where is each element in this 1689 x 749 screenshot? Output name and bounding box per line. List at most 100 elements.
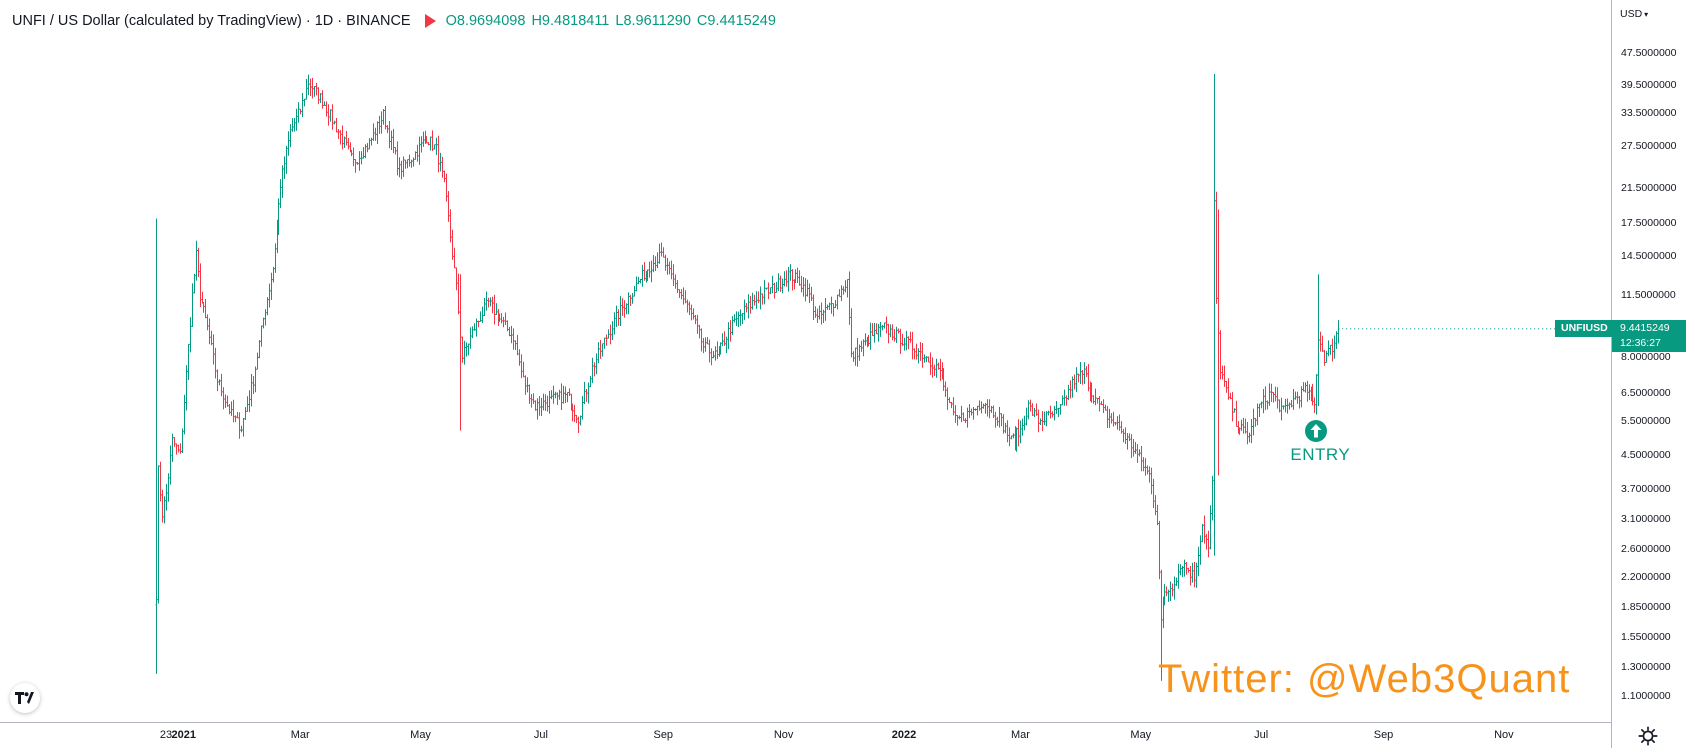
ohlc-bar: [216, 369, 219, 392]
price-tick-label: 1.5500000: [1621, 631, 1671, 644]
price-tick-label: 3.1000000: [1621, 512, 1671, 525]
price-chart[interactable]: [0, 0, 1611, 722]
ohlc-bar: [704, 337, 707, 352]
ohlc-bar: [1211, 475, 1214, 521]
ohlc-bar: [256, 352, 259, 370]
ohlc-bar: [1124, 427, 1127, 445]
ohlc-bar: [1185, 561, 1188, 575]
ohlc-bar: [185, 365, 188, 411]
ohlc-bar: [946, 387, 949, 410]
tradingview-logo-mark: [15, 692, 34, 704]
ohlc-bar: [1240, 419, 1243, 431]
entry-label: ENTRY: [1290, 444, 1351, 464]
ohlc-bar: [1167, 589, 1170, 602]
ohlc-bar: [923, 354, 926, 363]
ohlc-bar: [1264, 386, 1267, 411]
ohlc-bar: [1085, 366, 1088, 377]
time-axis[interactable]: 23 2021 Mar May Jul Sep Nov 2022 Mar May Jul Sep Nov: [0, 722, 1611, 749]
price-axis[interactable]: 1.1000000 1.3000000 1.5500000 1.8500000 2.20…: [1611, 0, 1689, 748]
ohlc-bar: [1092, 395, 1095, 404]
ohlc-bar: [1010, 435, 1013, 440]
ohlc-bar: [1112, 411, 1115, 427]
ohlc-bar: [341, 125, 344, 150]
ohlc-bar: [1337, 320, 1340, 344]
settings-gear-icon[interactable]: [1637, 725, 1659, 747]
ohlc-bar: [893, 329, 896, 342]
entry-arrow-icon: [1305, 419, 1328, 442]
currency-selector[interactable]: USD ▾: [1620, 8, 1648, 20]
ohlc-bar: [944, 381, 947, 397]
ohlc-bar: [787, 266, 790, 292]
ohlc-bar: [1154, 495, 1157, 516]
ohlc-bar: [1254, 417, 1257, 427]
ohlc-bar: [1065, 395, 1068, 406]
ohlc-bar: [652, 255, 655, 273]
ohlc-bar: [285, 145, 288, 174]
ohlc-bar: [416, 144, 419, 162]
ohlc-bar: [798, 270, 801, 286]
ohlc-bar: [761, 293, 764, 305]
ohlc-bar: [1306, 380, 1309, 402]
ohlc-bar: [1061, 395, 1064, 406]
ohlc-bar: [1201, 523, 1204, 543]
tradingview-logo-icon[interactable]: [10, 683, 40, 713]
ohlc-bar: [599, 339, 602, 359]
ohlc-bar: [536, 398, 539, 420]
ohlc-bar: [789, 264, 792, 281]
ohlc-bar: [1004, 422, 1007, 434]
ohlc-bar: [1325, 350, 1328, 363]
last-price-value: 9.4415249: [1620, 321, 1670, 334]
ohlc-bar: [317, 87, 320, 105]
ohlc-bar: [897, 328, 900, 334]
ohlc-bar: [386, 125, 389, 134]
ohlc-bar: [573, 404, 576, 422]
ohlc-bar: [1033, 407, 1036, 418]
ohlc-bar: [952, 397, 955, 416]
ohlc-bar: [777, 273, 780, 291]
ohlc-bar: [702, 337, 705, 354]
symbol-title[interactable]: UNFI / US Dollar (calculated by TradingV…: [12, 13, 411, 29]
ohlc-bar: [796, 267, 799, 283]
ohlc-bar: [201, 291, 204, 304]
ohlc-bar: [1284, 398, 1287, 413]
ohlc-bar: [246, 396, 249, 412]
ohlc-bar: [988, 399, 991, 419]
ohlc-bar: [1069, 380, 1072, 399]
ohlc-bar: [812, 294, 815, 321]
ohlc-bar: [737, 311, 740, 328]
price-tick-label: 2.6000000: [1621, 542, 1671, 555]
ohlc-bar: [721, 333, 724, 347]
price-tick-label: 14.5000000: [1621, 249, 1677, 262]
ohlc-bar: [433, 144, 436, 150]
ohlc-bar: [301, 93, 304, 118]
ohlc-bar: [658, 243, 661, 264]
ohlc-bar: [587, 382, 590, 404]
time-tick-label: Mar: [1010, 729, 1030, 741]
ohlc-bar: [546, 395, 549, 412]
ohlc-bar: [240, 425, 243, 433]
ohlc-bar: [781, 278, 784, 294]
ohlc-bar: [664, 254, 667, 271]
open-value: O8.9694098: [445, 13, 526, 29]
ohlc-bar: [1031, 403, 1034, 416]
ohlc-bar: [820, 302, 823, 325]
ohlc-bar: [445, 173, 448, 202]
ohlc-bar: [856, 338, 859, 367]
ohlc-bar: [1144, 458, 1147, 476]
ohlc-bar: [191, 283, 194, 327]
ohlc-bar: [1075, 367, 1078, 393]
ohlc-bar: [650, 260, 653, 283]
ohlc-bar: [1329, 344, 1332, 355]
ohlc-bar: [978, 400, 981, 411]
ohlc-bar: [1055, 400, 1058, 414]
ohlc-bar: [165, 484, 168, 511]
ohlc-bar: [785, 270, 788, 287]
ohlc-bar: [712, 350, 715, 359]
flag-icon[interactable]: [424, 14, 436, 28]
ohlc-bar: [862, 339, 865, 357]
ohlc-bar: [477, 320, 480, 328]
ohlc-bar: [759, 286, 762, 310]
ohlc-bar: [1262, 389, 1265, 414]
ohlc-bar: [558, 389, 561, 400]
ohlc-bar: [469, 327, 472, 349]
